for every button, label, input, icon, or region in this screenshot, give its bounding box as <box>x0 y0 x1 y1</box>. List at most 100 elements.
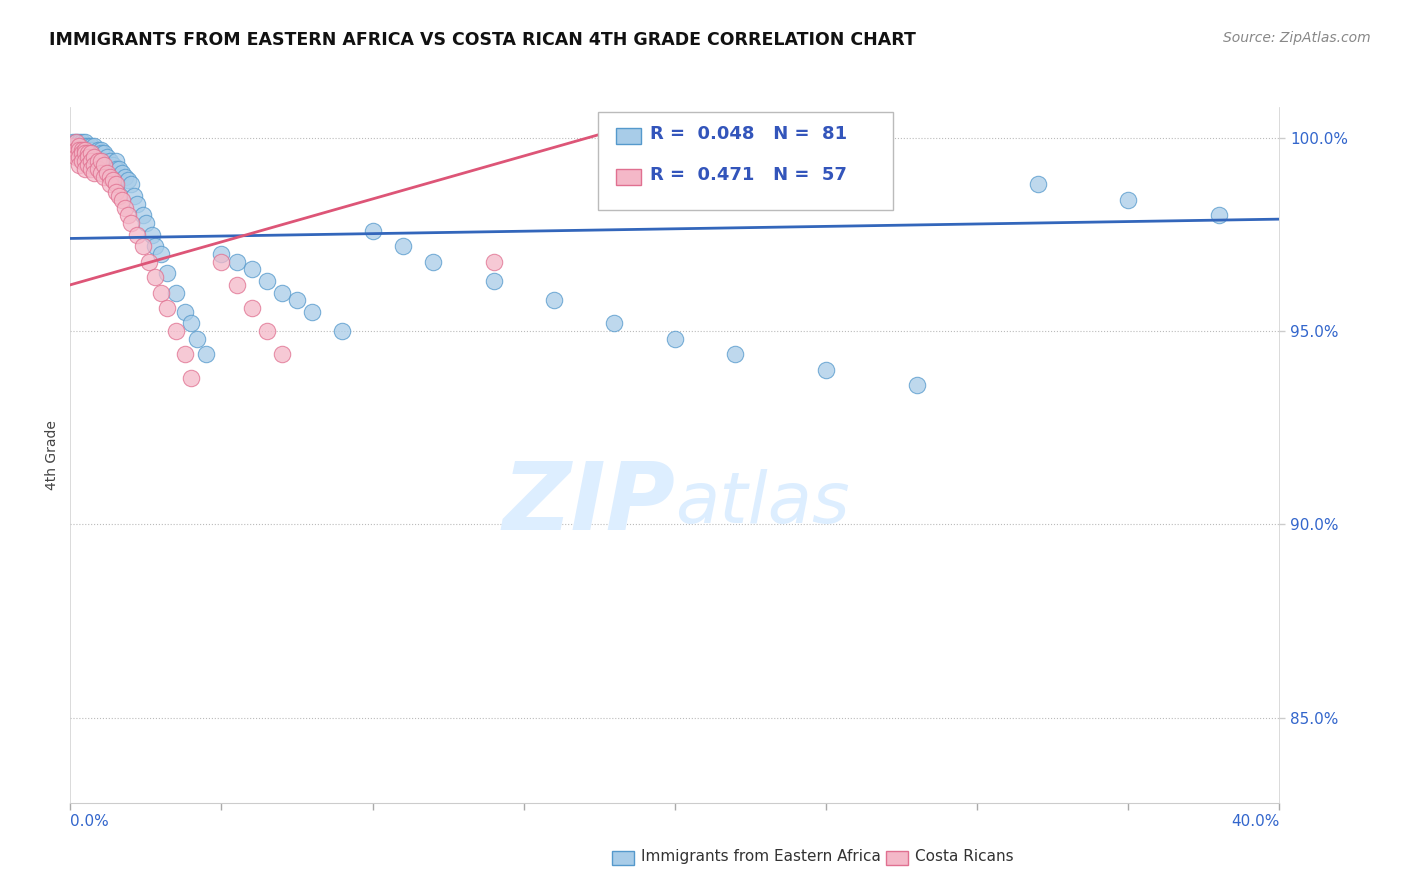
Point <box>180 317 202 331</box>
Point <box>83 138 105 153</box>
Point <box>67 143 90 157</box>
Point <box>83 166 105 180</box>
Point <box>98 169 121 184</box>
Point <box>174 305 197 319</box>
Point <box>90 154 111 169</box>
Point <box>65 135 87 149</box>
Point <box>72 146 94 161</box>
Point <box>905 378 928 392</box>
Point <box>211 254 233 268</box>
Point <box>86 154 108 169</box>
Text: R =  0.471   N =  57: R = 0.471 N = 57 <box>650 166 846 184</box>
Point <box>120 216 142 230</box>
Point <box>156 266 179 280</box>
Text: R =  0.048   N =  81: R = 0.048 N = 81 <box>650 125 846 143</box>
Point <box>67 146 90 161</box>
Point <box>80 146 103 161</box>
Point <box>90 143 111 157</box>
Point <box>96 150 118 164</box>
Point <box>211 247 233 261</box>
Point <box>332 324 354 338</box>
Point <box>101 158 124 172</box>
Point <box>664 332 686 346</box>
Point <box>62 146 84 161</box>
Point <box>240 262 263 277</box>
Point <box>77 138 100 153</box>
Point <box>101 173 124 187</box>
Point <box>93 146 115 161</box>
Point <box>65 143 87 157</box>
Point <box>72 138 94 153</box>
Point <box>301 305 323 319</box>
Point <box>67 143 90 157</box>
Point <box>122 189 145 203</box>
Point <box>98 154 121 169</box>
Point <box>285 293 308 308</box>
Point <box>104 185 127 199</box>
Point <box>62 138 84 153</box>
Point <box>86 143 108 157</box>
Point <box>93 154 115 169</box>
Point <box>271 347 294 361</box>
Point <box>62 135 84 149</box>
Point <box>75 154 97 169</box>
Text: 40.0%: 40.0% <box>1232 814 1279 830</box>
Point <box>422 254 444 268</box>
Point <box>132 208 155 222</box>
Point <box>150 247 173 261</box>
Point <box>174 347 197 361</box>
Point <box>724 347 747 361</box>
Point <box>77 150 100 164</box>
Point <box>75 150 97 164</box>
Point <box>75 161 97 176</box>
Point <box>80 154 103 169</box>
Point <box>75 135 97 149</box>
Point <box>143 270 166 285</box>
Point <box>138 254 160 268</box>
Point <box>180 370 202 384</box>
Point <box>1208 208 1230 222</box>
Point <box>225 277 247 292</box>
Point <box>543 293 565 308</box>
Point <box>77 143 100 157</box>
Point <box>72 146 94 161</box>
Text: Source: ZipAtlas.com: Source: ZipAtlas.com <box>1223 31 1371 45</box>
Point <box>104 161 127 176</box>
Point <box>482 274 505 288</box>
Point <box>65 138 87 153</box>
Text: 0.0%: 0.0% <box>70 814 110 830</box>
Point <box>90 146 111 161</box>
Point <box>77 146 100 161</box>
Point <box>132 239 155 253</box>
Point <box>104 154 127 169</box>
Point <box>98 178 121 192</box>
Point <box>83 150 105 164</box>
Point <box>1118 193 1140 207</box>
Point <box>80 143 103 157</box>
Point <box>83 158 105 172</box>
Point <box>75 138 97 153</box>
Point <box>143 239 166 253</box>
Point <box>107 189 129 203</box>
Point <box>107 161 129 176</box>
Point <box>96 166 118 180</box>
Point <box>67 158 90 172</box>
Point <box>195 347 218 361</box>
Point <box>111 193 134 207</box>
Point <box>83 146 105 161</box>
Point <box>65 150 87 164</box>
Point <box>65 135 87 149</box>
Point <box>67 135 90 149</box>
Point <box>125 227 148 242</box>
Text: Costa Ricans: Costa Ricans <box>915 849 1014 863</box>
Point <box>65 146 87 161</box>
Point <box>104 178 127 192</box>
Point <box>77 146 100 161</box>
Point <box>62 138 84 153</box>
Text: ZIP: ZIP <box>502 458 675 549</box>
Point <box>77 158 100 172</box>
Point <box>80 138 103 153</box>
Point <box>186 332 208 346</box>
Point <box>80 161 103 176</box>
Point <box>165 285 187 300</box>
